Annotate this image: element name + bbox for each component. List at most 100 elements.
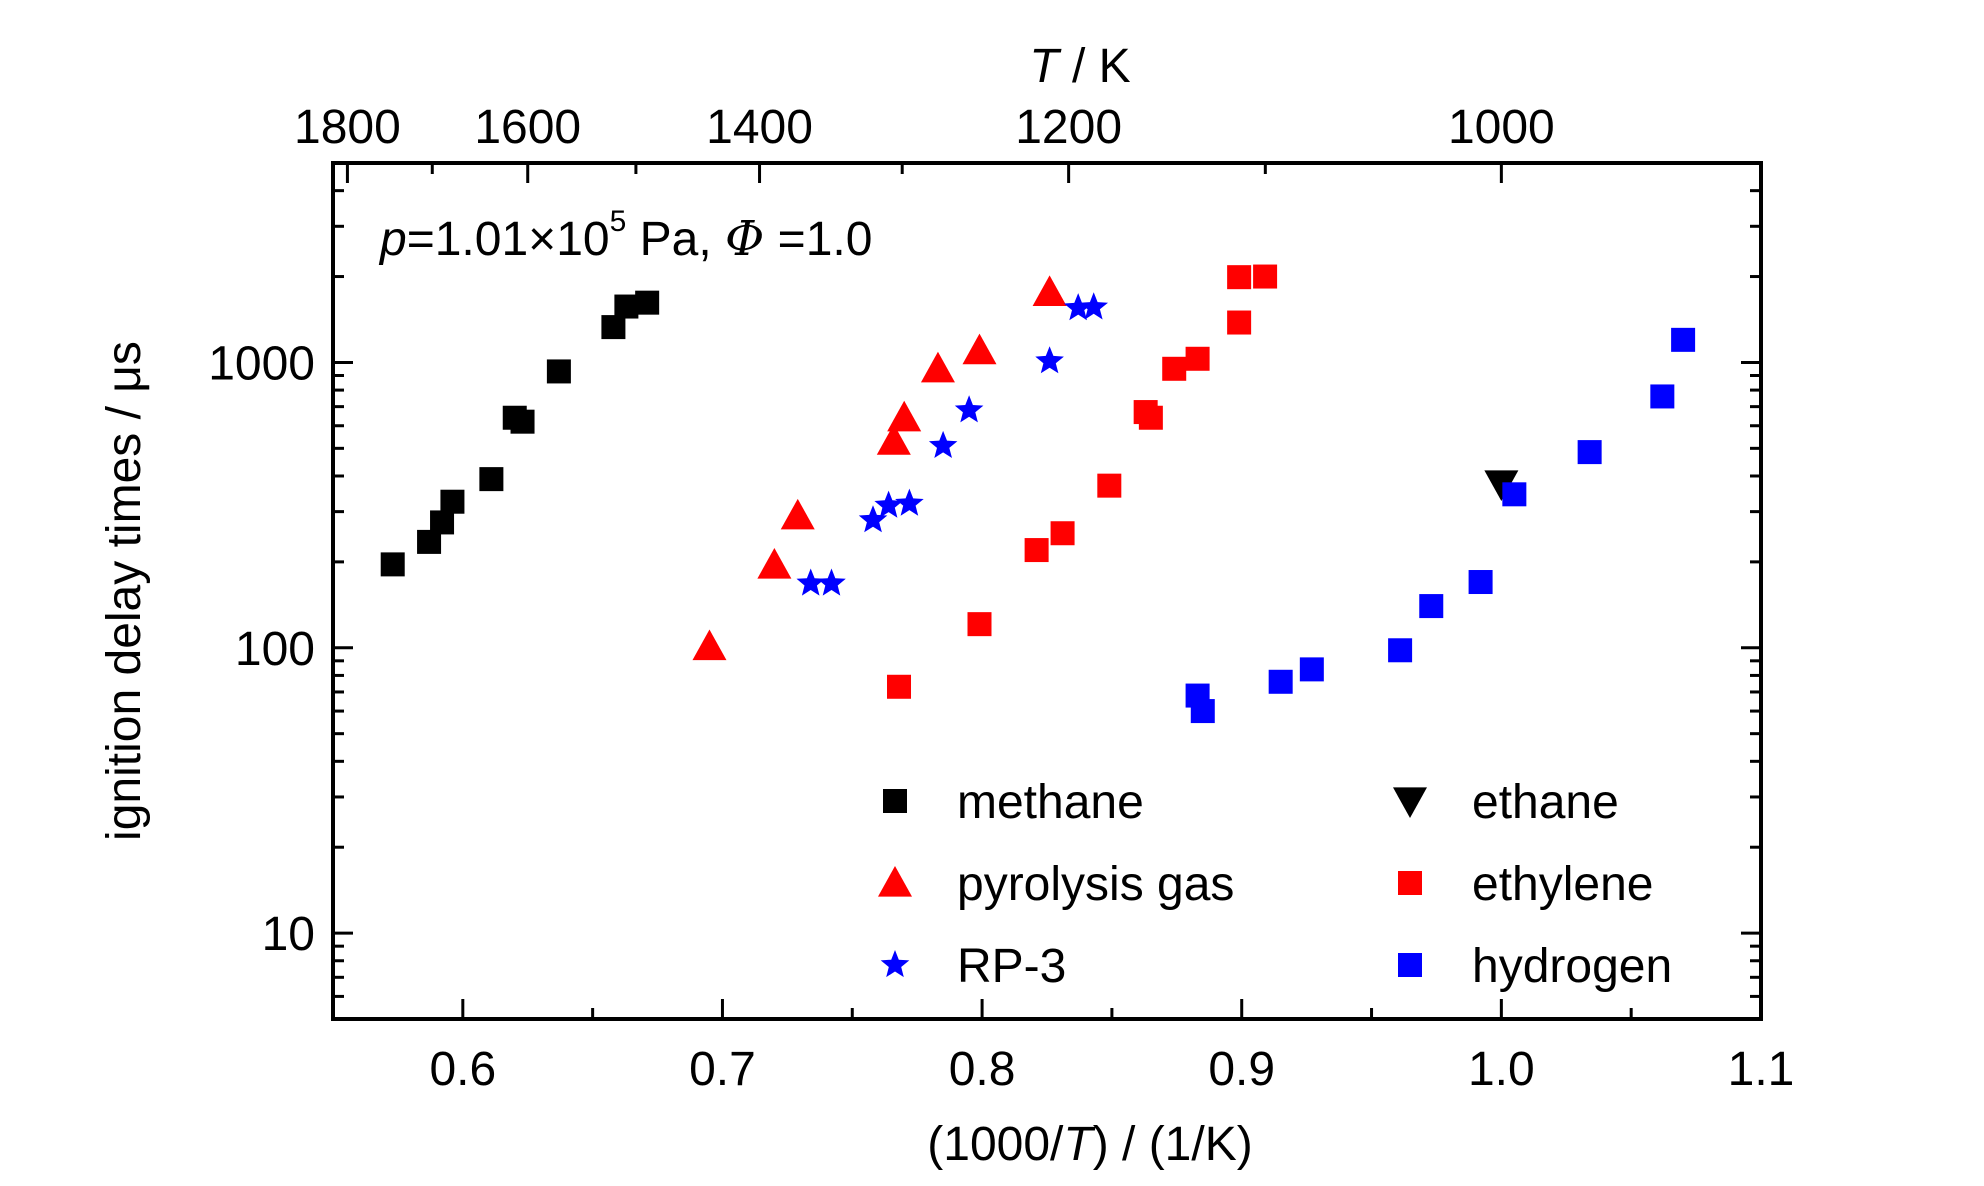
series-pyrolysis-gas [692,275,1067,661]
data-point [1388,638,1413,663]
data-point [887,400,922,432]
legend-marker [878,866,912,897]
annotation-pressure-value: =1.01×10 [407,213,610,266]
data-point [1419,594,1444,619]
data-point [614,294,639,319]
data-point [1050,521,1075,546]
data-point [1035,346,1064,374]
legend-label: methane [957,776,1144,829]
data-point [920,351,955,383]
series-methane [380,290,660,577]
y-tick-label: 10 [262,908,315,961]
legend-item: ethylene [1398,858,1653,911]
data-point [1162,356,1187,381]
data-point [1650,384,1675,409]
data-point [1227,265,1252,290]
condition-annotation: p=1.01×105 Pa, Φ =1.0 [378,205,872,267]
legend-label: pyrolysis gas [957,858,1234,911]
data-point [601,315,626,340]
legend: methane pyrolysis gas RP-3 ethane ethylene hy… [878,776,1672,993]
top-tick-label: 1000 [1448,101,1555,154]
data-point [817,568,846,596]
data-point [1138,405,1163,430]
plot-frame [331,161,1763,1021]
x-axis-label: (1000/T) / (1/K) [927,1118,1252,1171]
x-tick-label: 0.8 [949,1043,1016,1096]
data-point [757,548,792,579]
data-point [1185,346,1210,371]
series-hydrogen [1185,327,1696,724]
y-axis-ticks: 10 100 1000 [208,161,1761,1021]
top-tick-label: 1600 [474,101,581,154]
data-point [796,568,825,596]
top-axis-ticks: 1800 1600 1400 1200 1000 [294,101,1555,183]
data-point [692,629,727,661]
series-RP-3 [796,292,1108,596]
legend-marker [1398,953,1422,977]
data-point [1227,310,1252,335]
top-tick-label: 1400 [706,101,813,154]
data-point [954,395,984,423]
legend-marker [883,789,907,813]
data-point [928,430,958,458]
data-point [876,424,911,455]
x-axis-label-part-2: ) / (1/K) [1093,1118,1253,1171]
annotation-phi-value: =1.0 [764,213,872,266]
y-axis-label: ignition delay times / μs [98,341,151,841]
x-axis-label-part-1: (1000/ [927,1118,1064,1171]
data-point [510,409,535,434]
data-point [430,510,455,535]
legend-marker [880,950,910,978]
x-axis-ticks: 0.6 0.7 0.8 0.9 1.0 1.1 [331,999,1795,1096]
legend-item: methane [883,776,1144,829]
legend-item: hydrogen [1398,940,1672,993]
data-point [1484,470,1519,501]
top-axis-label-variable: T [1029,40,1062,93]
x-tick-label: 0.7 [689,1043,756,1096]
data-point [1097,473,1122,498]
annotation-exponent: 5 [610,205,627,238]
data-point [780,498,815,530]
data-point [1268,669,1293,694]
legend-marker [1398,871,1422,895]
top-tick-label: 1800 [294,101,401,154]
data-points [380,264,1696,724]
legend-label: RP-3 [957,940,1066,993]
data-point [874,490,903,518]
series-ethane [1484,470,1519,501]
data-point [1468,570,1493,595]
legend-marker [1393,787,1427,818]
data-point [1190,699,1215,724]
data-point [1299,657,1324,682]
series-ethylene [887,264,1278,699]
data-point [1502,482,1527,507]
data-point [858,505,888,533]
data-point [440,489,465,514]
data-point [635,290,660,315]
data-point [380,552,405,577]
data-point [967,612,992,637]
annotation-pressure-unit: Pa, [626,213,725,266]
data-point [479,467,504,492]
legend-item: pyrolysis gas [878,858,1234,911]
legend-item: ethane [1393,776,1619,829]
x-axis-label-variable: T [1063,1118,1096,1171]
data-point [1032,275,1067,306]
x-tick-label: 0.6 [429,1043,496,1096]
x-tick-label: 1.1 [1728,1043,1795,1096]
y-tick-label: 100 [235,623,315,676]
data-point [1063,293,1093,321]
x-tick-label: 1.0 [1468,1043,1535,1096]
top-tick-label: 1200 [1015,101,1122,154]
data-point [1079,292,1108,320]
annotation-phi-symbol: Φ [725,211,764,267]
data-point [895,488,924,516]
y-tick-label: 1000 [208,337,315,390]
annotation-pressure-symbol: p [378,213,407,266]
data-point [546,359,571,384]
data-point [887,674,912,699]
data-point [1671,327,1696,352]
data-point [1577,440,1602,465]
legend-label: ethylene [1472,858,1653,911]
